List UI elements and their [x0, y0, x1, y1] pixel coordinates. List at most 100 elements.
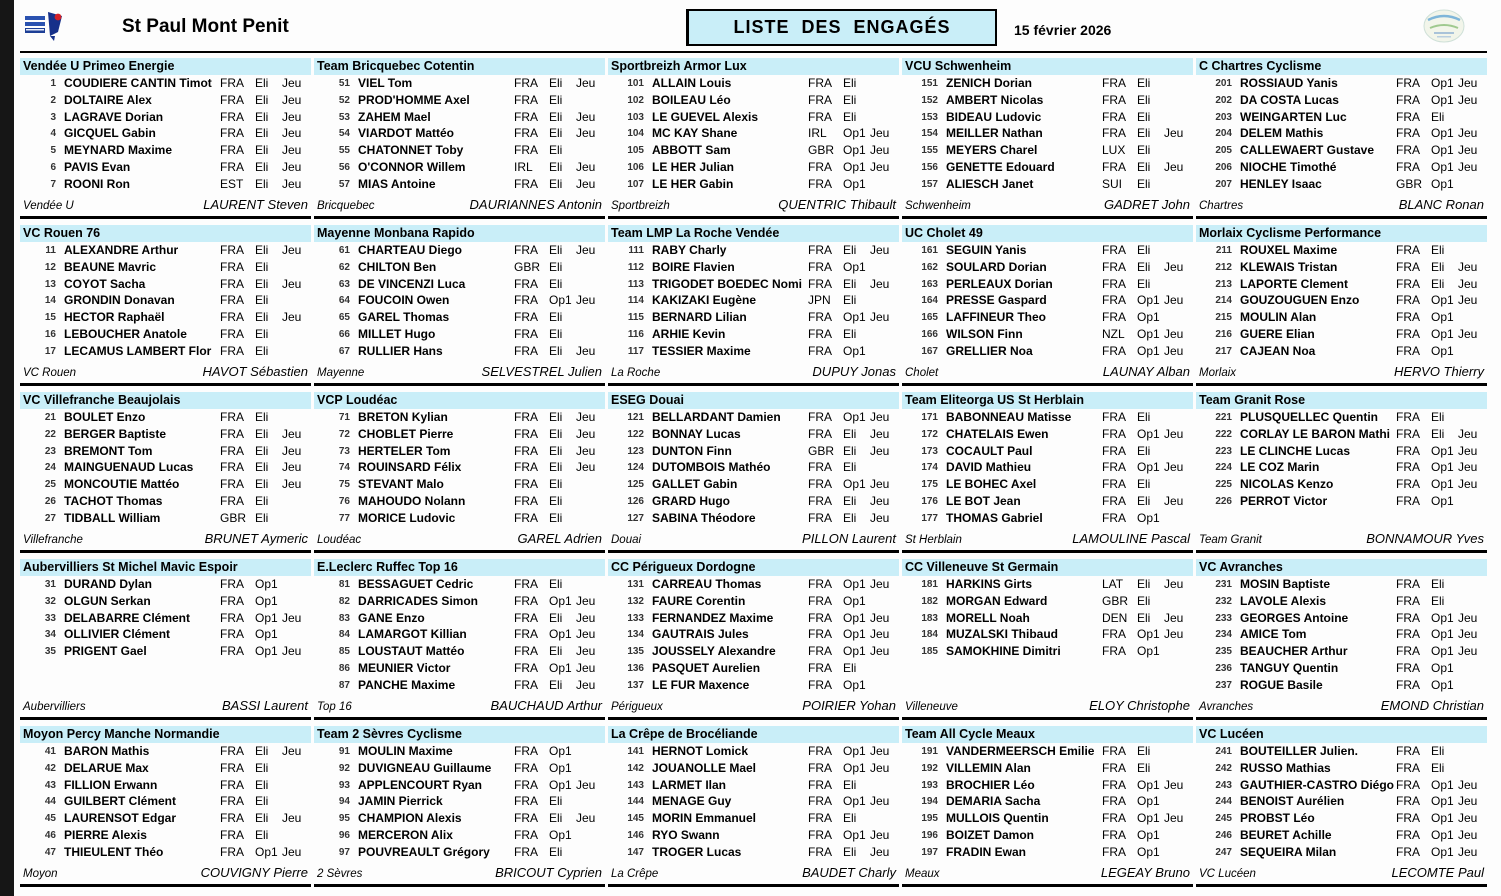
team-block: Vendée U Primeo Energie 1 COUDIERE CANTIN … [20, 58, 311, 219]
rider-category: Op1 [843, 143, 866, 158]
team-manager: EMOND Christian [1380, 698, 1484, 713]
team-name: VCP Loudéac [314, 392, 605, 409]
rider-nationality: FRA [1396, 493, 1420, 508]
rider-number: 6 [50, 161, 56, 173]
rider-junior-flag: Jeu [1458, 76, 1478, 90]
team-manager: LEGEAY Bruno [1100, 865, 1190, 880]
rider-nationality: FRA [514, 660, 538, 675]
rider-nationality: FRA [514, 677, 538, 692]
rider-number: 67 [338, 345, 350, 357]
rider-row: 64 FOUCOIN Owen FRA Op1 Jeu [314, 292, 605, 309]
rider-row: 12 BEAUNE Mavric FRA Eli [20, 259, 311, 276]
rider-name: TIDBALL William [64, 510, 161, 525]
rider-name: PROD'HOMME Axel [358, 92, 470, 107]
rider-number: 206 [1215, 161, 1232, 173]
team-riders: 111 RABY Charly FRA Eli Jeu 112 BOIRE Flavien F… [608, 242, 899, 360]
rider-number: 221 [1215, 412, 1232, 423]
rider-nationality: EST [220, 176, 244, 191]
rider-number: 95 [338, 813, 350, 825]
rider-junior-flag: Jeu [1458, 610, 1478, 625]
rider-number: 123 [627, 445, 644, 457]
team-short-name: Douai [611, 534, 642, 546]
rider-junior-flag: Jeu [576, 610, 596, 625]
rider-number: 101 [627, 78, 644, 89]
rider-name: HERNOT Lomick [652, 744, 749, 758]
rider-number: 244 [1215, 796, 1232, 808]
rider-junior-flag: Jeu [1458, 326, 1478, 341]
rider-nationality: FRA [220, 644, 244, 659]
team-footer: La Roche DUPUY Jonas [608, 364, 899, 381]
rider-number: 155 [921, 145, 938, 157]
rider-nationality: FRA [1396, 827, 1420, 842]
rider-row: 123 DUNTON Finn GBR Eli Jeu [608, 443, 899, 460]
rider-row: 114 KAKIZAKI Eugène JPN Eli [608, 292, 899, 309]
rider-number: 161 [921, 245, 938, 256]
rider-number: 103 [627, 111, 644, 123]
rider-junior-flag: Jeu [1458, 777, 1478, 792]
rider-number: 175 [921, 479, 938, 491]
rider-row: 204 DELEM Mathis FRA Op1 Jeu [1196, 125, 1487, 142]
rider-name: GUERE Elian [1240, 326, 1315, 341]
rider-row: 22 BERGER Baptiste FRA Eli Jeu [20, 426, 311, 443]
rider-category: Eli [1137, 176, 1151, 191]
rider-nationality: FRA [1396, 276, 1420, 291]
rider-name: LAFFINEUR Theo [946, 310, 1046, 325]
rider-row: 155 MEYERS Charel LUX Eli [902, 142, 1193, 159]
rider-row: 234 AMICE Tom FRA Op1 Jeu [1196, 626, 1487, 643]
rider-number: 106 [627, 161, 644, 173]
team-riders: 41 BARON Mathis FRA Eli Jeu 42 DELARUE Max FRA E… [20, 743, 311, 861]
rider-name: CHARTEAU Diego [358, 243, 462, 257]
rider-number: 52 [338, 94, 350, 106]
rider-number: 144 [627, 796, 644, 808]
rider-name: BERNARD Lilian [652, 310, 747, 325]
rider-row: 165 LAFFINEUR Theo FRA Op1 [902, 309, 1193, 326]
rider-junior-flag: Jeu [282, 610, 302, 625]
rider-category: Op1 [1431, 460, 1454, 475]
rider-nationality: FRA [808, 577, 832, 591]
rider-row: 152 AMBERT Nicolas FRA Eli [902, 92, 1193, 109]
rider-name: DE VINCENZI Luca [358, 276, 466, 291]
rider-nationality: FRA [808, 259, 832, 274]
rider-junior-flag: Jeu [870, 644, 890, 659]
rider-nationality: GBR [1396, 176, 1423, 191]
rider-name: CHOBLET Pierre [358, 426, 454, 441]
rider-junior-flag: Jeu [1458, 844, 1478, 859]
rider-name: GRARD Hugo [652, 493, 730, 508]
rider-nationality: FRA [1102, 109, 1126, 124]
rider-category: Op1 [843, 760, 866, 775]
team-manager: LAMOULINE Pascal [1072, 531, 1190, 546]
rider-number: 117 [627, 345, 644, 357]
team-manager: BAUCHAUD Arthur [490, 698, 602, 713]
rider-name: PERLEAUX Dorian [946, 276, 1053, 291]
rider-row: 232 LAVOLE Alexis FRA Eli [1196, 593, 1487, 610]
rider-name: ALIESCH Janet [946, 176, 1034, 191]
rider-category: Op1 [1137, 844, 1160, 859]
team-manager: DAURIANNES Antonin [469, 197, 602, 212]
rider-row: 183 MORELL Noah DEN Eli Jeu [902, 610, 1193, 627]
rider-row: 43 FILLION Erwann FRA Eli [20, 777, 311, 794]
rider-number: 205 [1215, 145, 1232, 157]
rider-row: 24 MAINGUENAUD Lucas FRA Eli Jeu [20, 459, 311, 476]
rider-category: Eli [1431, 276, 1445, 291]
team-block: C Chartres Cyclisme 201 ROSSIAUD Yanis FRA O… [1196, 58, 1487, 219]
rider-number: 64 [338, 295, 350, 307]
rider-name: LOUSTAUT Mattéo [358, 644, 465, 659]
rider-name: CHATONNET Toby [358, 143, 464, 158]
team-short-name: Top 16 [317, 701, 352, 713]
rider-row: 125 GALLET Gabin FRA Op1 Jeu [608, 476, 899, 493]
rider-number: 45 [44, 813, 56, 825]
rider-name: BOIZET Damon [946, 827, 1035, 842]
rider-nationality: FRA [514, 343, 538, 358]
rider-junior-flag: Jeu [576, 109, 596, 124]
team-footer: Douai PILLON Laurent [608, 531, 899, 548]
rider-row: 164 PRESSE Gaspard FRA Op1 Jeu [902, 292, 1193, 309]
rider-nationality: FRA [1102, 426, 1126, 441]
rider-category: Op1 [1137, 811, 1160, 826]
rider-row: 11 ALEXANDRE Arthur FRA Eli Jeu [20, 242, 311, 259]
rider-category: Op1 [549, 593, 572, 608]
team-name: Team Eliteorga US St Herblain [902, 392, 1193, 409]
rider-name: MONCOUTIE Mattéo [64, 477, 180, 492]
rider-name: LAURENSOT Edgar [64, 811, 177, 826]
rider-row: 224 LE COZ Marin FRA Op1 Jeu [1196, 459, 1487, 476]
rider-junior-flag: Jeu [1458, 426, 1478, 441]
